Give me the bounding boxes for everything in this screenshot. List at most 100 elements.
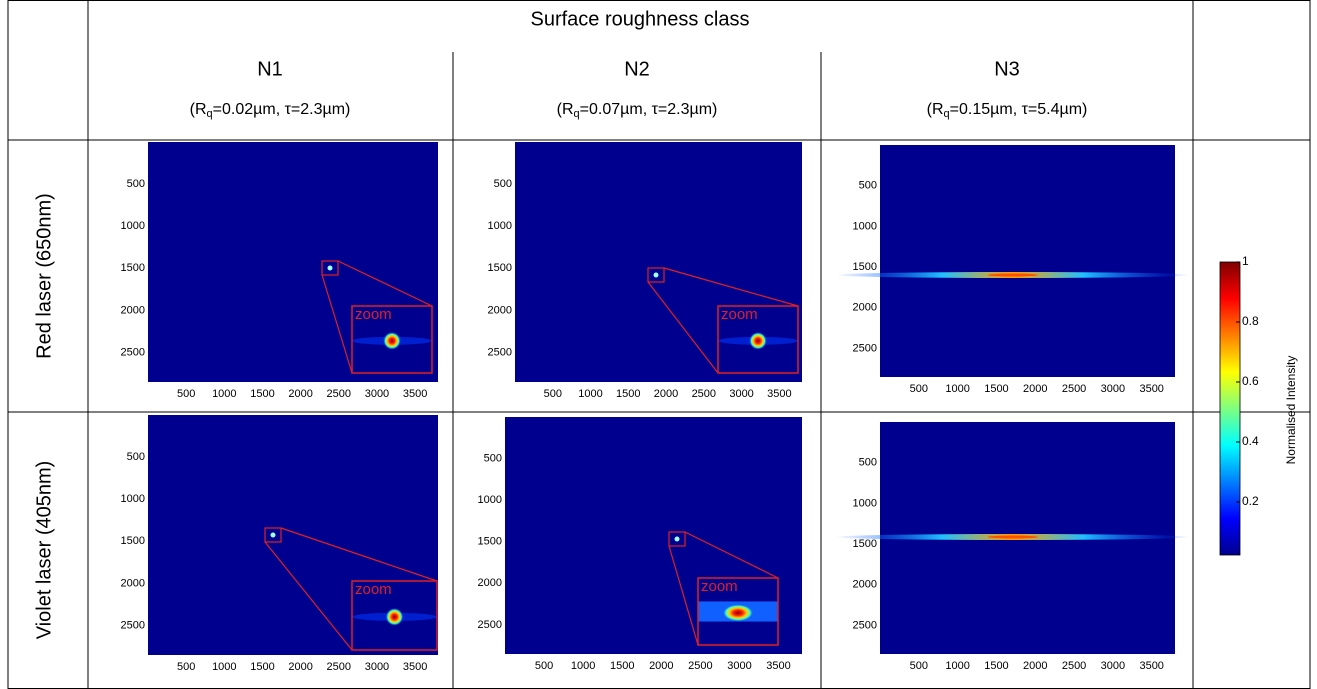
x-tick-label: 2500 [1062, 383, 1086, 395]
x-tick-label: 3000 [729, 388, 753, 400]
y-tick-label: 1000 [853, 220, 877, 232]
zoom-connector [337, 260, 433, 307]
colorbar-tick-label: 0.4 [1242, 434, 1259, 448]
spot [674, 536, 680, 542]
y-tick-label: 2000 [121, 304, 145, 316]
y-tick-label: 2000 [488, 304, 512, 316]
y-tick-label: 500 [859, 180, 877, 192]
zoom-box-small [264, 527, 282, 543]
zoom-label: zoom [721, 306, 758, 323]
spot [270, 532, 276, 538]
spot [327, 265, 333, 271]
column-name: N1 [257, 58, 283, 80]
y-tick-label: 1000 [121, 493, 145, 505]
x-tick-label: 500 [535, 660, 553, 672]
y-tick-label: 1500 [121, 262, 145, 274]
y-tick-label: 2000 [853, 302, 877, 314]
x-tick-label: 2000 [654, 388, 678, 400]
x-tick-label: 3000 [365, 388, 389, 400]
x-tick-label: 500 [177, 661, 195, 673]
zoom-connector [264, 541, 353, 651]
x-tick-label: 500 [177, 388, 195, 400]
y-tick-label: 500 [127, 451, 145, 463]
colorbar [1219, 261, 1241, 556]
x-tick-label: 1500 [250, 388, 274, 400]
zoom-box [697, 577, 779, 646]
heatmap [880, 145, 1175, 377]
x-tick-label: 1500 [250, 661, 274, 673]
zoom-connector [684, 531, 779, 579]
zoom-connector [668, 545, 699, 646]
y-tick-label: 2500 [121, 619, 145, 631]
y-tick-label: 1500 [478, 536, 502, 548]
y-tick-label: 500 [484, 452, 502, 464]
y-tick-label: 2500 [488, 346, 512, 358]
x-tick-label: 3500 [403, 661, 427, 673]
y-tick-label: 2000 [121, 577, 145, 589]
x-tick-label: 1000 [212, 661, 236, 673]
zoom-box [351, 305, 433, 374]
intensity-core [987, 535, 1038, 539]
column-params: (Rq=0.15µm, τ=5.4µm) [927, 101, 1088, 120]
y-tick-label: 500 [859, 457, 877, 469]
colorbar-tick-label: 0.6 [1242, 374, 1259, 388]
x-tick-label: 3500 [403, 388, 427, 400]
y-tick-label: 1000 [121, 220, 145, 232]
param-text: =0.07µm, τ=2.3µm) [580, 101, 718, 118]
y-tick-label: 1000 [853, 497, 877, 509]
column-params: (Rq=0.07µm, τ=2.3µm) [557, 101, 718, 120]
x-tick-label: 500 [544, 388, 562, 400]
colorbar-tick-label: 1 [1242, 254, 1249, 268]
param-text: =0.02µm, τ=2.3µm) [213, 101, 351, 118]
x-tick-label: 1500 [984, 660, 1008, 672]
x-tick-label: 1000 [571, 660, 595, 672]
zoom-label: zoom [355, 581, 392, 598]
x-tick-label: 500 [910, 383, 928, 395]
y-tick-label: 2000 [853, 579, 877, 591]
y-tick-label: 2500 [853, 619, 877, 631]
colorbar-tick-label: 0.8 [1242, 314, 1259, 328]
x-tick-label: 3500 [767, 388, 791, 400]
column-name: N2 [624, 58, 650, 80]
x-tick-label: 2500 [1062, 660, 1086, 672]
zoom-connector [321, 274, 353, 374]
column-params: (Rq=0.02µm, τ=2.3µm) [190, 101, 351, 120]
zoom-label: zoom [355, 306, 392, 323]
zoom-box [351, 580, 438, 651]
zoom-spot [749, 331, 767, 350]
y-tick-label: 1000 [488, 220, 512, 232]
param-text: (R [557, 101, 574, 118]
zoom-connector [647, 281, 719, 374]
x-tick-label: 3000 [365, 661, 389, 673]
y-tick-label: 500 [127, 178, 145, 190]
zoom-box-small [647, 267, 665, 283]
x-tick-label: 3500 [1139, 383, 1163, 395]
y-tick-label: 1000 [478, 494, 502, 506]
x-tick-label: 2000 [1023, 383, 1047, 395]
zoom-connector [663, 267, 799, 307]
colorbar-label: Normalised Intensity [1284, 356, 1298, 465]
x-tick-label: 1000 [212, 388, 236, 400]
param-subscript: q [207, 108, 213, 120]
x-tick-label: 1000 [578, 388, 602, 400]
y-tick-label: 1500 [121, 535, 145, 547]
y-tick-label: 2500 [478, 619, 502, 631]
x-tick-label: 3000 [1101, 383, 1125, 395]
zoom-box-small [668, 531, 686, 547]
y-tick-label: 1500 [853, 261, 877, 273]
x-tick-label: 3500 [766, 660, 790, 672]
x-tick-label: 2500 [327, 661, 351, 673]
row-label: Violet laser (405nm) [33, 461, 55, 640]
param-text: =0.15µm, τ=5.4µm) [950, 101, 1088, 118]
intensity-core [987, 273, 1038, 277]
zoom-box [717, 305, 799, 374]
param-subscript: q [944, 108, 950, 120]
row-label: Red laser (650nm) [33, 193, 55, 359]
x-tick-label: 2500 [692, 388, 716, 400]
zoom-spot [722, 603, 754, 622]
x-tick-label: 2000 [288, 661, 312, 673]
x-tick-label: 2500 [327, 388, 351, 400]
y-tick-label: 2000 [478, 577, 502, 589]
colorbar-tick-label: 0.2 [1242, 494, 1259, 508]
zoom-spot [383, 331, 401, 350]
